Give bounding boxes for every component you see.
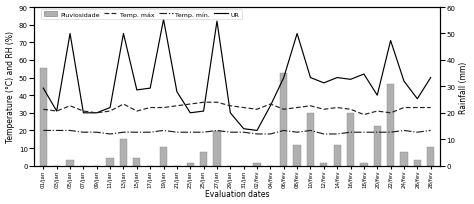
Bar — [307, 113, 314, 166]
Bar — [414, 161, 421, 166]
Bar — [360, 163, 367, 166]
X-axis label: Evaluation dates: Evaluation dates — [205, 190, 269, 198]
Bar — [387, 84, 394, 166]
Bar — [347, 113, 354, 166]
Bar — [334, 145, 341, 166]
Y-axis label: Rainfall (mm): Rainfall (mm) — [459, 61, 468, 113]
Bar — [320, 163, 328, 166]
Bar — [213, 132, 220, 166]
Legend: Pluviosidade, Temp. máx, Temp. mín., UR: Pluviosidade, Temp. máx, Temp. mín., UR — [41, 10, 242, 20]
Bar — [374, 126, 381, 166]
Bar — [40, 69, 47, 166]
Bar — [187, 163, 194, 166]
Bar — [400, 153, 408, 166]
Bar — [120, 140, 127, 166]
Bar — [160, 147, 167, 166]
Bar — [107, 158, 114, 166]
Bar — [133, 158, 140, 166]
Bar — [66, 161, 74, 166]
Bar — [200, 153, 207, 166]
Bar — [280, 74, 287, 166]
Bar — [293, 145, 301, 166]
Bar — [254, 163, 261, 166]
Bar — [427, 147, 434, 166]
Y-axis label: Temperature (°C) and RH (%): Temperature (°C) and RH (%) — [6, 31, 15, 143]
